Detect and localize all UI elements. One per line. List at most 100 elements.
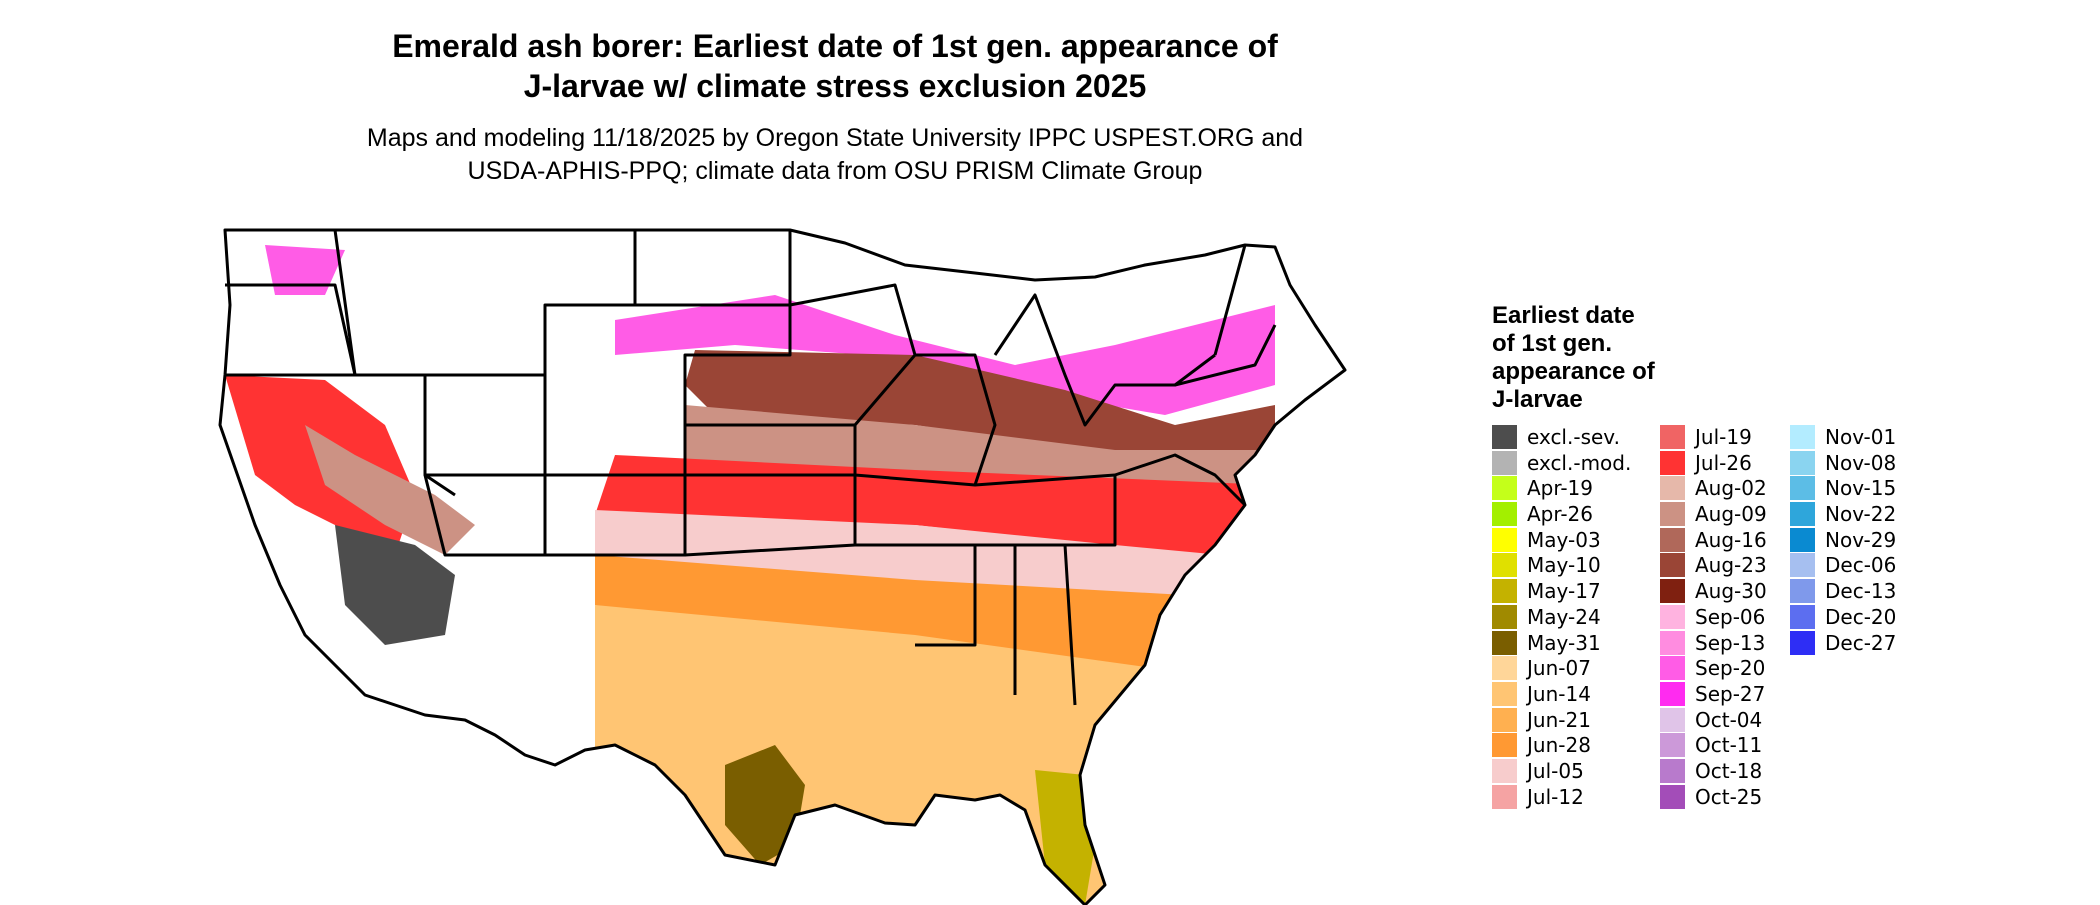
- legend-swatch: [1492, 425, 1517, 449]
- legend-item: May-31: [1492, 630, 1642, 657]
- legend-item: Oct-18: [1660, 758, 1790, 785]
- border-wyoming-utah: [425, 373, 547, 477]
- legend-label: Jul-12: [1527, 784, 1584, 809]
- legend-label: May-17: [1527, 579, 1601, 604]
- legend-label: Jun-21: [1527, 707, 1591, 732]
- legend-swatch: [1660, 758, 1685, 783]
- legend-item: Dec-27: [1790, 630, 1920, 657]
- legend-item: Nov-01: [1790, 425, 1920, 451]
- legend-item: Aug-09: [1660, 502, 1790, 528]
- legend-item: May-03: [1492, 527, 1642, 554]
- legend-item: May-10: [1492, 553, 1642, 579]
- band-florida: [1035, 770, 1095, 905]
- legend-label: excl.-mod.: [1527, 450, 1632, 475]
- map-title-line-2: J-larvae w/ climate stress exclusion 202…: [523, 68, 1147, 104]
- legend-label: excl.-sev.: [1527, 425, 1620, 449]
- legend-label: Nov-29: [1825, 527, 1897, 552]
- legend-swatch: [1790, 604, 1815, 629]
- legend-swatch: [1492, 502, 1517, 527]
- legend-swatch: [1492, 758, 1517, 783]
- legend-label: Jun-14: [1527, 681, 1591, 706]
- legend-label: Aug-09: [1695, 502, 1767, 527]
- legend-item: May-24: [1492, 604, 1642, 631]
- band-gulf: [595, 605, 1275, 905]
- phenology-bands: [220, 230, 1345, 905]
- legend-swatch: [1660, 656, 1685, 681]
- legend-label: Oct-18: [1695, 758, 1763, 783]
- legend-swatch: [1660, 707, 1685, 732]
- legend-column-1: excl.-sev. excl.-mod. Apr-19 Apr-26 May-03 Ma…: [1492, 425, 1642, 810]
- legend-swatch: [1660, 579, 1685, 604]
- legend-label: Dec-13: [1825, 579, 1897, 604]
- legend-item: excl.-mod.: [1492, 450, 1642, 477]
- border-mississippi-alabama-georgia: [1013, 544, 1077, 706]
- legend-item: excl.-sev.: [1492, 425, 1642, 451]
- legend-label: Jul-26: [1695, 450, 1752, 475]
- legend-swatch: [1660, 604, 1685, 629]
- legend-swatch: [1660, 733, 1685, 758]
- legend-swatch: [1492, 579, 1517, 604]
- legend-swatch: [1660, 681, 1685, 706]
- legend-swatch: [1660, 630, 1685, 655]
- legend-item: Jul-12: [1492, 784, 1642, 811]
- band-west-interior: [305, 425, 475, 555]
- legend-label: Nov-22: [1825, 502, 1897, 527]
- legend-swatch: [1492, 656, 1517, 681]
- legend-swatch: [1492, 604, 1517, 629]
- legend-item: Jun-21: [1492, 707, 1642, 734]
- legend-label: Sep-20: [1695, 656, 1766, 681]
- border-arizona: [423, 474, 547, 557]
- legend-swatch: [1492, 450, 1517, 475]
- legend-item: Oct-11: [1660, 733, 1790, 759]
- border-arkansas-louisiana: [855, 543, 977, 647]
- legend-label: Dec-20: [1825, 604, 1897, 629]
- legend-item: Nov-29: [1790, 527, 1920, 554]
- legend-item: May-17: [1492, 579, 1642, 605]
- legend-swatch: [1492, 733, 1517, 758]
- legend-item: Apr-26: [1492, 502, 1642, 528]
- legend-label: Dec-06: [1825, 553, 1897, 578]
- border-pacific-northwest: [225, 283, 357, 377]
- legend-swatch: [1492, 707, 1517, 732]
- legend-item: Jun-07: [1492, 656, 1642, 682]
- legend-item: Dec-20: [1790, 604, 1920, 631]
- us-map: [218, 228, 1347, 905]
- legend-label: May-31: [1527, 630, 1601, 655]
- legend-label: Nov-08: [1825, 450, 1897, 475]
- band-orange: [595, 555, 1275, 695]
- band-excluded-southwest: [335, 525, 455, 645]
- legend-item: Jul-26: [1660, 450, 1790, 477]
- legend-swatch: [1660, 425, 1685, 449]
- border-north-dakota: [633, 230, 792, 305]
- border-virginia-carolinas: [1114, 453, 1247, 507]
- legend-swatch: [1790, 425, 1815, 449]
- band-northwest-fringe: [265, 245, 345, 295]
- legend-label: Aug-02: [1695, 476, 1767, 501]
- legend-swatch: [1492, 476, 1517, 501]
- legend-title-line: J-larvae: [1492, 386, 1583, 413]
- legend-swatch: [1790, 502, 1815, 527]
- legend-item: Oct-25: [1660, 784, 1790, 811]
- border-colorado-newmexico: [545, 473, 687, 557]
- map-subtitle-line-1: Maps and modeling 11/18/2025 by Oregon S…: [366, 124, 1304, 152]
- legend-swatch: [1660, 502, 1685, 527]
- legend-item: Aug-02: [1660, 476, 1790, 502]
- legend-swatch: [1790, 579, 1815, 604]
- border-dakotas-nebraska: [635, 303, 792, 475]
- legend-swatch: [1660, 476, 1685, 501]
- band-red: [595, 455, 1275, 565]
- legend-swatch: [1660, 784, 1685, 809]
- border-illinois-missouri: [854, 353, 997, 487]
- legend-label: May-24: [1527, 604, 1601, 629]
- legend-label: Apr-19: [1527, 476, 1593, 501]
- legend-column-2: Jul-19 Jul-26 Aug-02 Aug-09 Aug-16 Aug-23 Aug-…: [1660, 425, 1790, 810]
- legend-item: Sep-20: [1660, 656, 1790, 682]
- map-subtitle-line-2: USDA-APHIS-PPQ; climate data from OSU PR…: [467, 157, 1203, 185]
- legend-item: Jul-05: [1492, 758, 1642, 785]
- legend-swatch: [1790, 527, 1815, 552]
- legend-label: Dec-27: [1825, 630, 1897, 655]
- legend-column-3: Nov-01 Nov-08 Nov-15 Nov-22 Nov-29 Dec-06 Dec-…: [1790, 425, 1920, 656]
- legend-label: Aug-30: [1695, 579, 1767, 604]
- legend-item: Apr-19: [1492, 476, 1642, 502]
- legend-item: Aug-30: [1660, 579, 1790, 605]
